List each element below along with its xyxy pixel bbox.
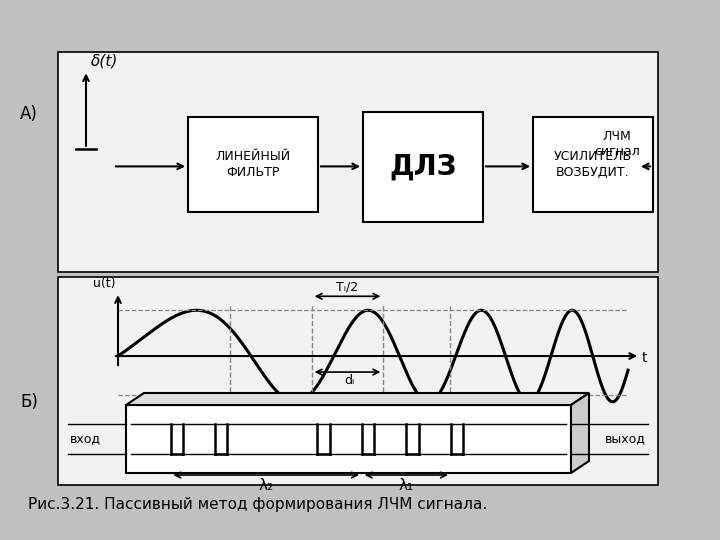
Text: Б): Б) (20, 393, 38, 411)
Polygon shape (571, 393, 589, 473)
Text: Рис.3.21. Пассивный метод формирования ЛЧМ сигнала.: Рис.3.21. Пассивный метод формирования Л… (28, 496, 487, 511)
Polygon shape (126, 393, 589, 405)
Text: вход: вход (70, 433, 101, 446)
Text: δ(t): δ(t) (91, 53, 118, 69)
Text: УСИЛИТЕЛЬ
ВОЗБУДИТ.: УСИЛИТЕЛЬ ВОЗБУДИТ. (554, 151, 632, 179)
Text: Tᵢ/2: Tᵢ/2 (336, 280, 359, 293)
Text: А): А) (20, 105, 38, 123)
Text: u(t): u(t) (92, 277, 115, 291)
Text: λ₂: λ₂ (258, 478, 274, 493)
Text: ЛЧМ
сигнал: ЛЧМ сигнал (594, 130, 640, 158)
Text: t: t (642, 351, 647, 365)
Bar (58, 277, 658, 485)
Bar (126, 405, 571, 473)
Bar (363, 112, 483, 222)
Text: λ₁: λ₁ (399, 478, 414, 493)
Text: ЛИНЕЙНЫЙ
ФИЛЬТР: ЛИНЕЙНЫЙ ФИЛЬТР (215, 151, 291, 179)
Text: ДЛЗ: ДЛЗ (390, 153, 456, 181)
Bar (58, 52, 658, 272)
Text: dᵢ: dᵢ (344, 374, 355, 387)
Text: выход: выход (605, 433, 646, 446)
Bar (533, 117, 653, 212)
Bar (188, 117, 318, 212)
